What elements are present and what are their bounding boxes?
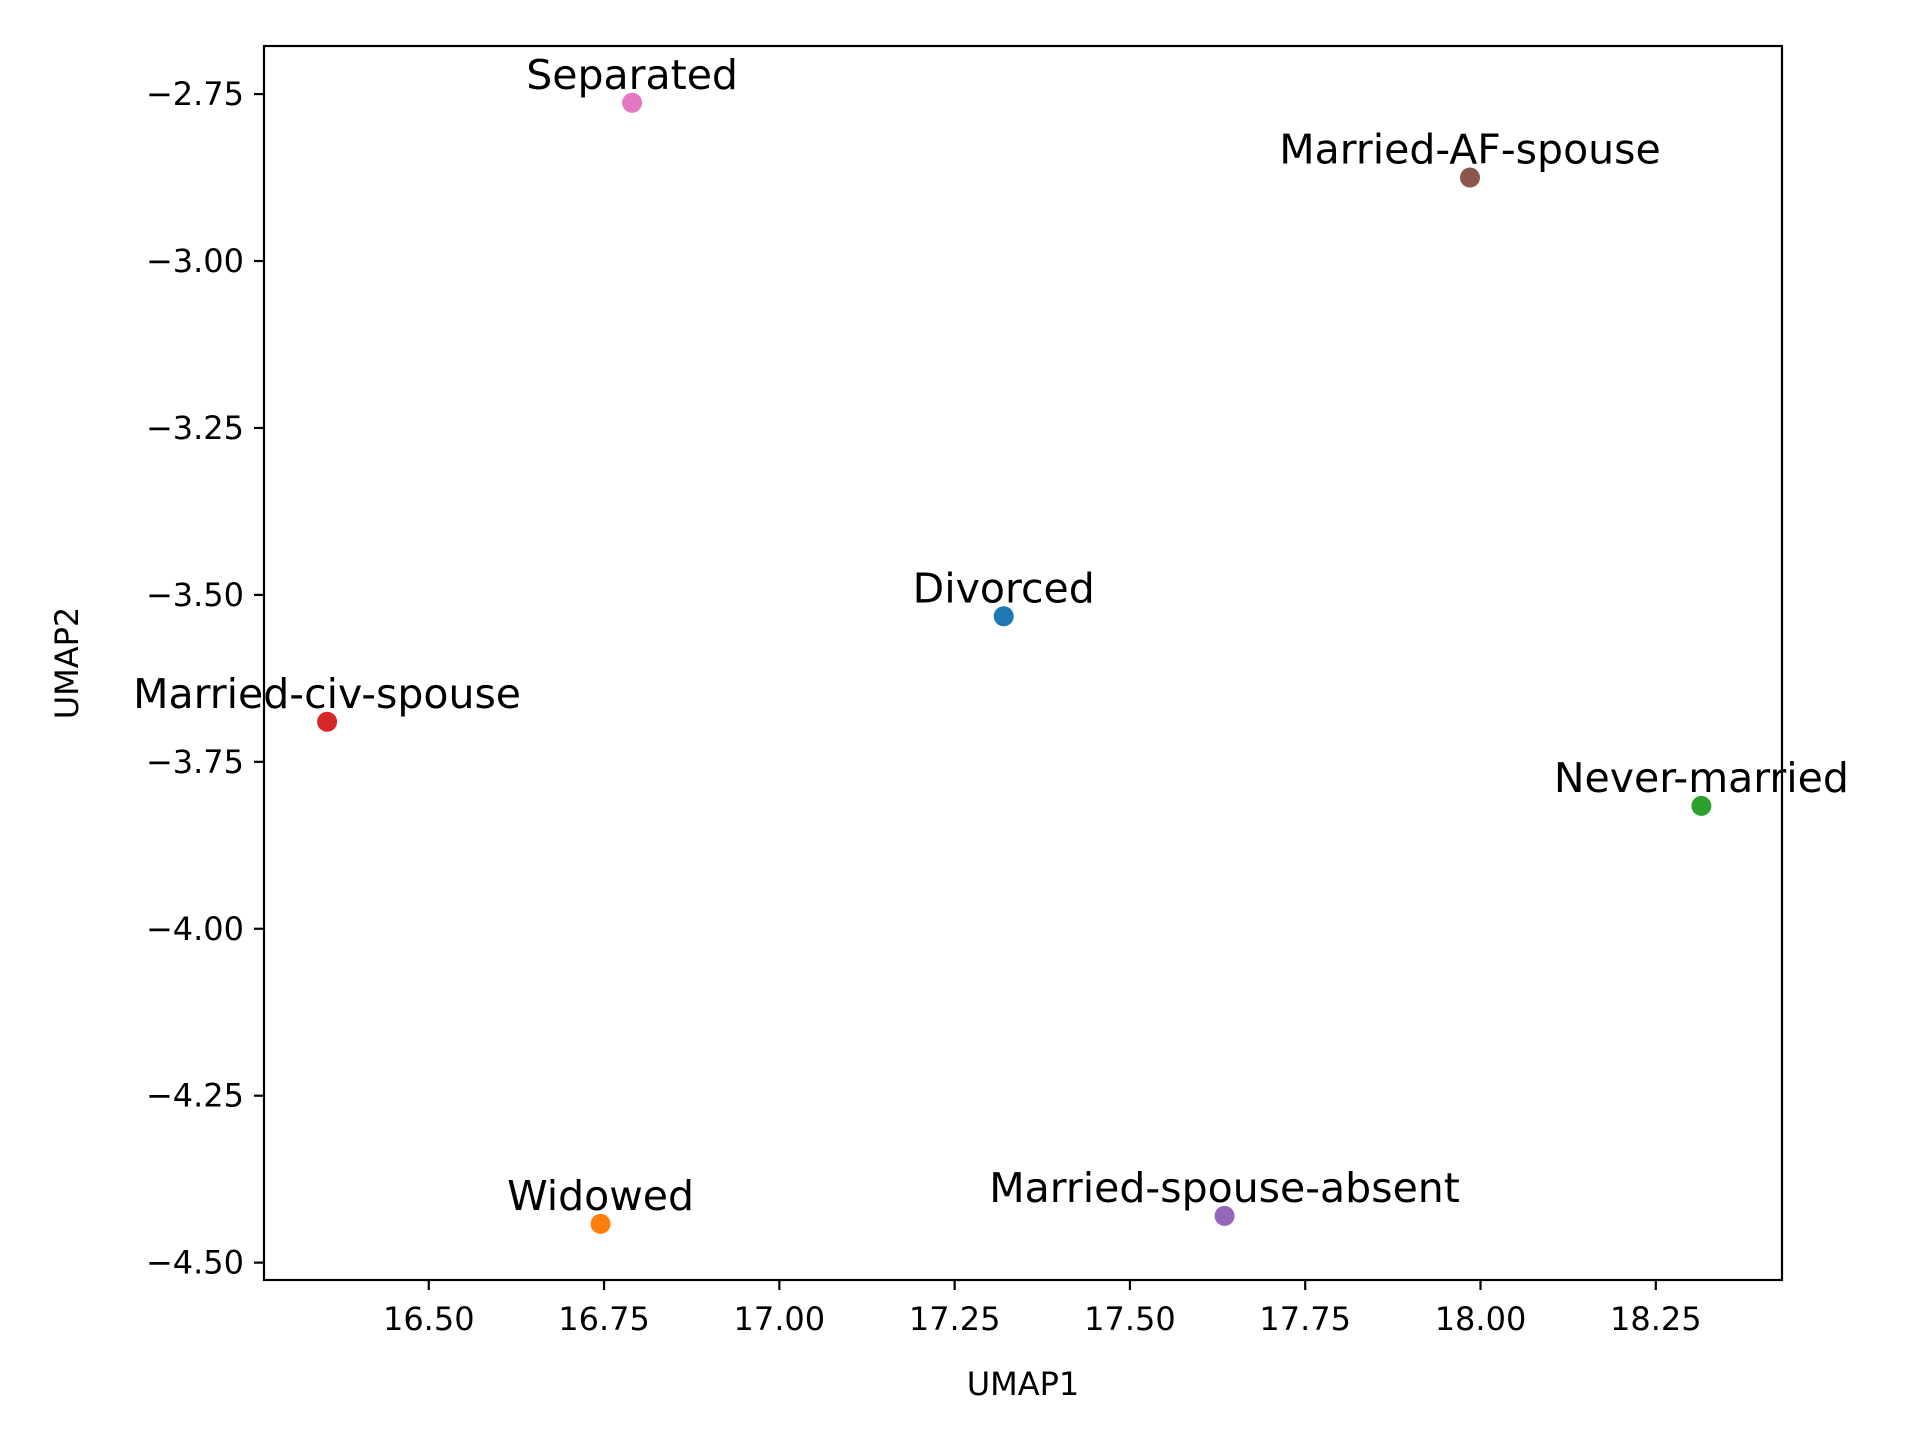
y-tick-label: −4.50 <box>146 1244 244 1282</box>
data-point <box>1691 795 1712 816</box>
data-point-label: Never-married <box>1554 754 1849 802</box>
x-tick-label: 16.50 <box>383 1300 475 1338</box>
data-point <box>993 606 1014 627</box>
x-axis-title: UMAP1 <box>967 1365 1080 1403</box>
y-tick-label: −4.00 <box>146 910 244 948</box>
y-tick-label: −3.25 <box>146 409 244 447</box>
y-axis-title: UMAP2 <box>48 607 86 720</box>
data-point-label: Widowed <box>507 1172 694 1220</box>
y-tick-label: −2.75 <box>146 75 244 113</box>
x-tick-label: 18.00 <box>1435 1300 1527 1338</box>
data-point <box>622 92 643 113</box>
data-point <box>1459 167 1480 188</box>
data-point-label: Married-AF-spouse <box>1279 126 1661 174</box>
data-point-label: Divorced <box>913 564 1095 612</box>
data-point <box>1214 1205 1235 1226</box>
x-tick-label: 17.50 <box>1084 1300 1176 1338</box>
x-axis-ticks: 16.50 16.75 17.00 17.25 17.50 17.75 18.00 18.25 <box>383 1280 1702 1338</box>
y-tick-label: −3.75 <box>146 743 244 781</box>
x-tick-label: 17.00 <box>734 1300 826 1338</box>
x-tick-label: 17.25 <box>909 1300 1001 1338</box>
x-tick-label: 17.75 <box>1259 1300 1351 1338</box>
data-point <box>590 1213 611 1234</box>
data-point-label: Married-spouse-absent <box>989 1164 1460 1212</box>
data-points <box>317 92 1712 1234</box>
y-tick-label: −3.50 <box>146 576 244 614</box>
data-point <box>317 711 338 732</box>
y-axis-ticks: −2.75 −3.00 −3.25 −3.50 −3.75 −4.00 −4.25 −4.50 <box>146 75 264 1282</box>
data-point-labels: Divorced Widowed Never-married Married-civ-… <box>133 51 1849 1220</box>
plot-area <box>262 44 1784 1282</box>
x-tick-label: 18.25 <box>1610 1300 1702 1338</box>
y-tick-label: −3.00 <box>146 242 244 280</box>
x-tick-label: 16.75 <box>558 1300 650 1338</box>
data-point-label: Married-civ-spouse <box>133 670 521 718</box>
data-point-label: Separated <box>526 51 738 99</box>
y-tick-label: −4.25 <box>146 1077 244 1115</box>
